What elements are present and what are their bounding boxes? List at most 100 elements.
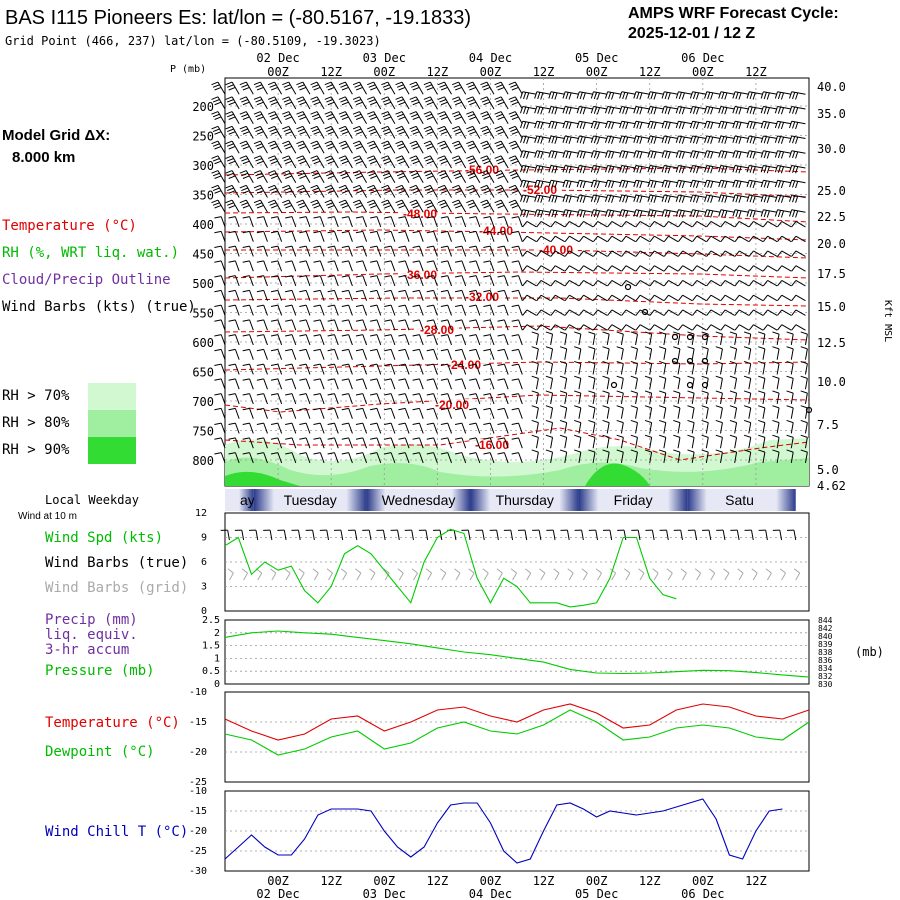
wind-barb-flag (568, 92, 572, 100)
wind-barb-flag (715, 434, 723, 438)
wind-barb-flag (579, 92, 583, 100)
wind-barb (749, 135, 764, 139)
wind-barb-flag (678, 210, 682, 218)
wind-barb (387, 140, 396, 154)
wind-barb (263, 393, 268, 405)
wind-barb (359, 185, 368, 198)
wind-barb (635, 378, 638, 390)
wind-barb (245, 111, 254, 124)
wind-barb (677, 437, 681, 449)
wind-barb (762, 393, 766, 405)
wind-barb-flag (426, 175, 434, 179)
y-tick-label: -10 (189, 687, 207, 698)
wind-barb-flag (604, 91, 609, 99)
wind-barb (682, 294, 693, 302)
wind-barb-flag (786, 375, 794, 379)
wind-barb-flag (611, 122, 615, 130)
wind-barb-flag (630, 346, 638, 350)
wind-barb (804, 437, 808, 449)
wind-barb-flag (777, 136, 782, 144)
wind-barb (753, 265, 764, 272)
wind-barb-flag (326, 202, 333, 206)
wind-barb (578, 452, 582, 464)
wind-barb-flag (508, 140, 516, 145)
wind-barb-flag (411, 143, 418, 147)
wind-barb (607, 150, 622, 154)
wind-barb-flag (313, 86, 321, 91)
wind-barb (739, 294, 750, 302)
wind-barb-flag (729, 434, 737, 438)
wind-barb (550, 165, 565, 169)
wind-barb (621, 165, 636, 169)
wind-barb-flag (510, 99, 518, 103)
wind-barb-flag (536, 280, 542, 287)
wind-barb-flag (494, 155, 502, 159)
wind-barb-flag (341, 363, 349, 367)
wind-barb-flag (483, 378, 491, 381)
weekday-label: Thursday (496, 492, 554, 508)
wind-barb-flag (256, 245, 264, 249)
grid-wind-barb (243, 572, 249, 581)
wind-barb (344, 199, 353, 213)
wind-barb-flag (559, 331, 567, 335)
wind-barb (277, 422, 283, 434)
y-tick-label: -25 (189, 777, 207, 788)
top-date-label: 02 Dec (256, 51, 299, 65)
surface-wind-barb (609, 530, 613, 541)
temp-label: Temperature (°C) (45, 715, 180, 731)
wind-barb (288, 170, 297, 183)
wind-barb-flag (786, 405, 794, 409)
wind-barb-flag (228, 348, 236, 352)
wind-barb (489, 304, 495, 316)
wind-barb-flag (228, 131, 236, 135)
wind-barb-flag (593, 210, 597, 218)
bottom-hour-label: 00Z (267, 874, 289, 888)
wind-barb-flag (649, 294, 655, 302)
wind-barb-flag (497, 145, 505, 150)
wind-barb-flag (426, 145, 434, 150)
wind-barb-flag (313, 190, 321, 194)
wind-barb (639, 280, 650, 287)
wind-barb-flag (425, 202, 433, 206)
wind-barb-flag (494, 199, 502, 204)
wind-barb (593, 91, 608, 95)
wind-barb-flag (270, 348, 278, 352)
wind-barb (274, 111, 283, 124)
wind-barb-flag (611, 181, 615, 189)
wind-barb (564, 393, 568, 405)
wind-barb-flag (454, 393, 463, 396)
wind-barb (550, 120, 565, 125)
wind-barb-flag (653, 166, 657, 174)
wind-barb-flag (578, 309, 584, 316)
wind-barb-flag (636, 92, 640, 100)
wind-barb-flag (576, 209, 580, 217)
wind-barb (348, 319, 353, 331)
wind-barb-flag (327, 275, 335, 278)
wind-barb (790, 407, 794, 419)
wind-barb-flag (454, 304, 463, 308)
wind-barb-flag (282, 199, 289, 204)
grid-wind-barb (625, 572, 631, 581)
wind-barb (404, 349, 410, 360)
wind-barb-flag (225, 155, 233, 159)
wind-barb-flag (313, 101, 321, 106)
grid-wind-barb (328, 572, 333, 581)
wind-barb (444, 199, 452, 213)
wind-barb-flag (661, 135, 665, 143)
wind-barb-flag (313, 348, 321, 352)
wind-barb-flag (282, 111, 289, 115)
wind-barb (650, 179, 664, 184)
wind-barb-flag (706, 235, 712, 243)
wind-barb-flag (673, 405, 681, 409)
wind-barb (763, 165, 778, 169)
wind-barb-flag (285, 101, 293, 106)
wind-barb (330, 126, 339, 139)
wind-barb-flag (398, 304, 406, 308)
wind-barb-flag (453, 128, 461, 133)
wind-barb-flag (483, 216, 491, 219)
wind-barb (249, 378, 254, 390)
wind-barb (277, 231, 283, 242)
wind-barb-flag (732, 194, 736, 202)
wind-barb (503, 245, 509, 257)
wind-barb-flag (228, 216, 236, 219)
